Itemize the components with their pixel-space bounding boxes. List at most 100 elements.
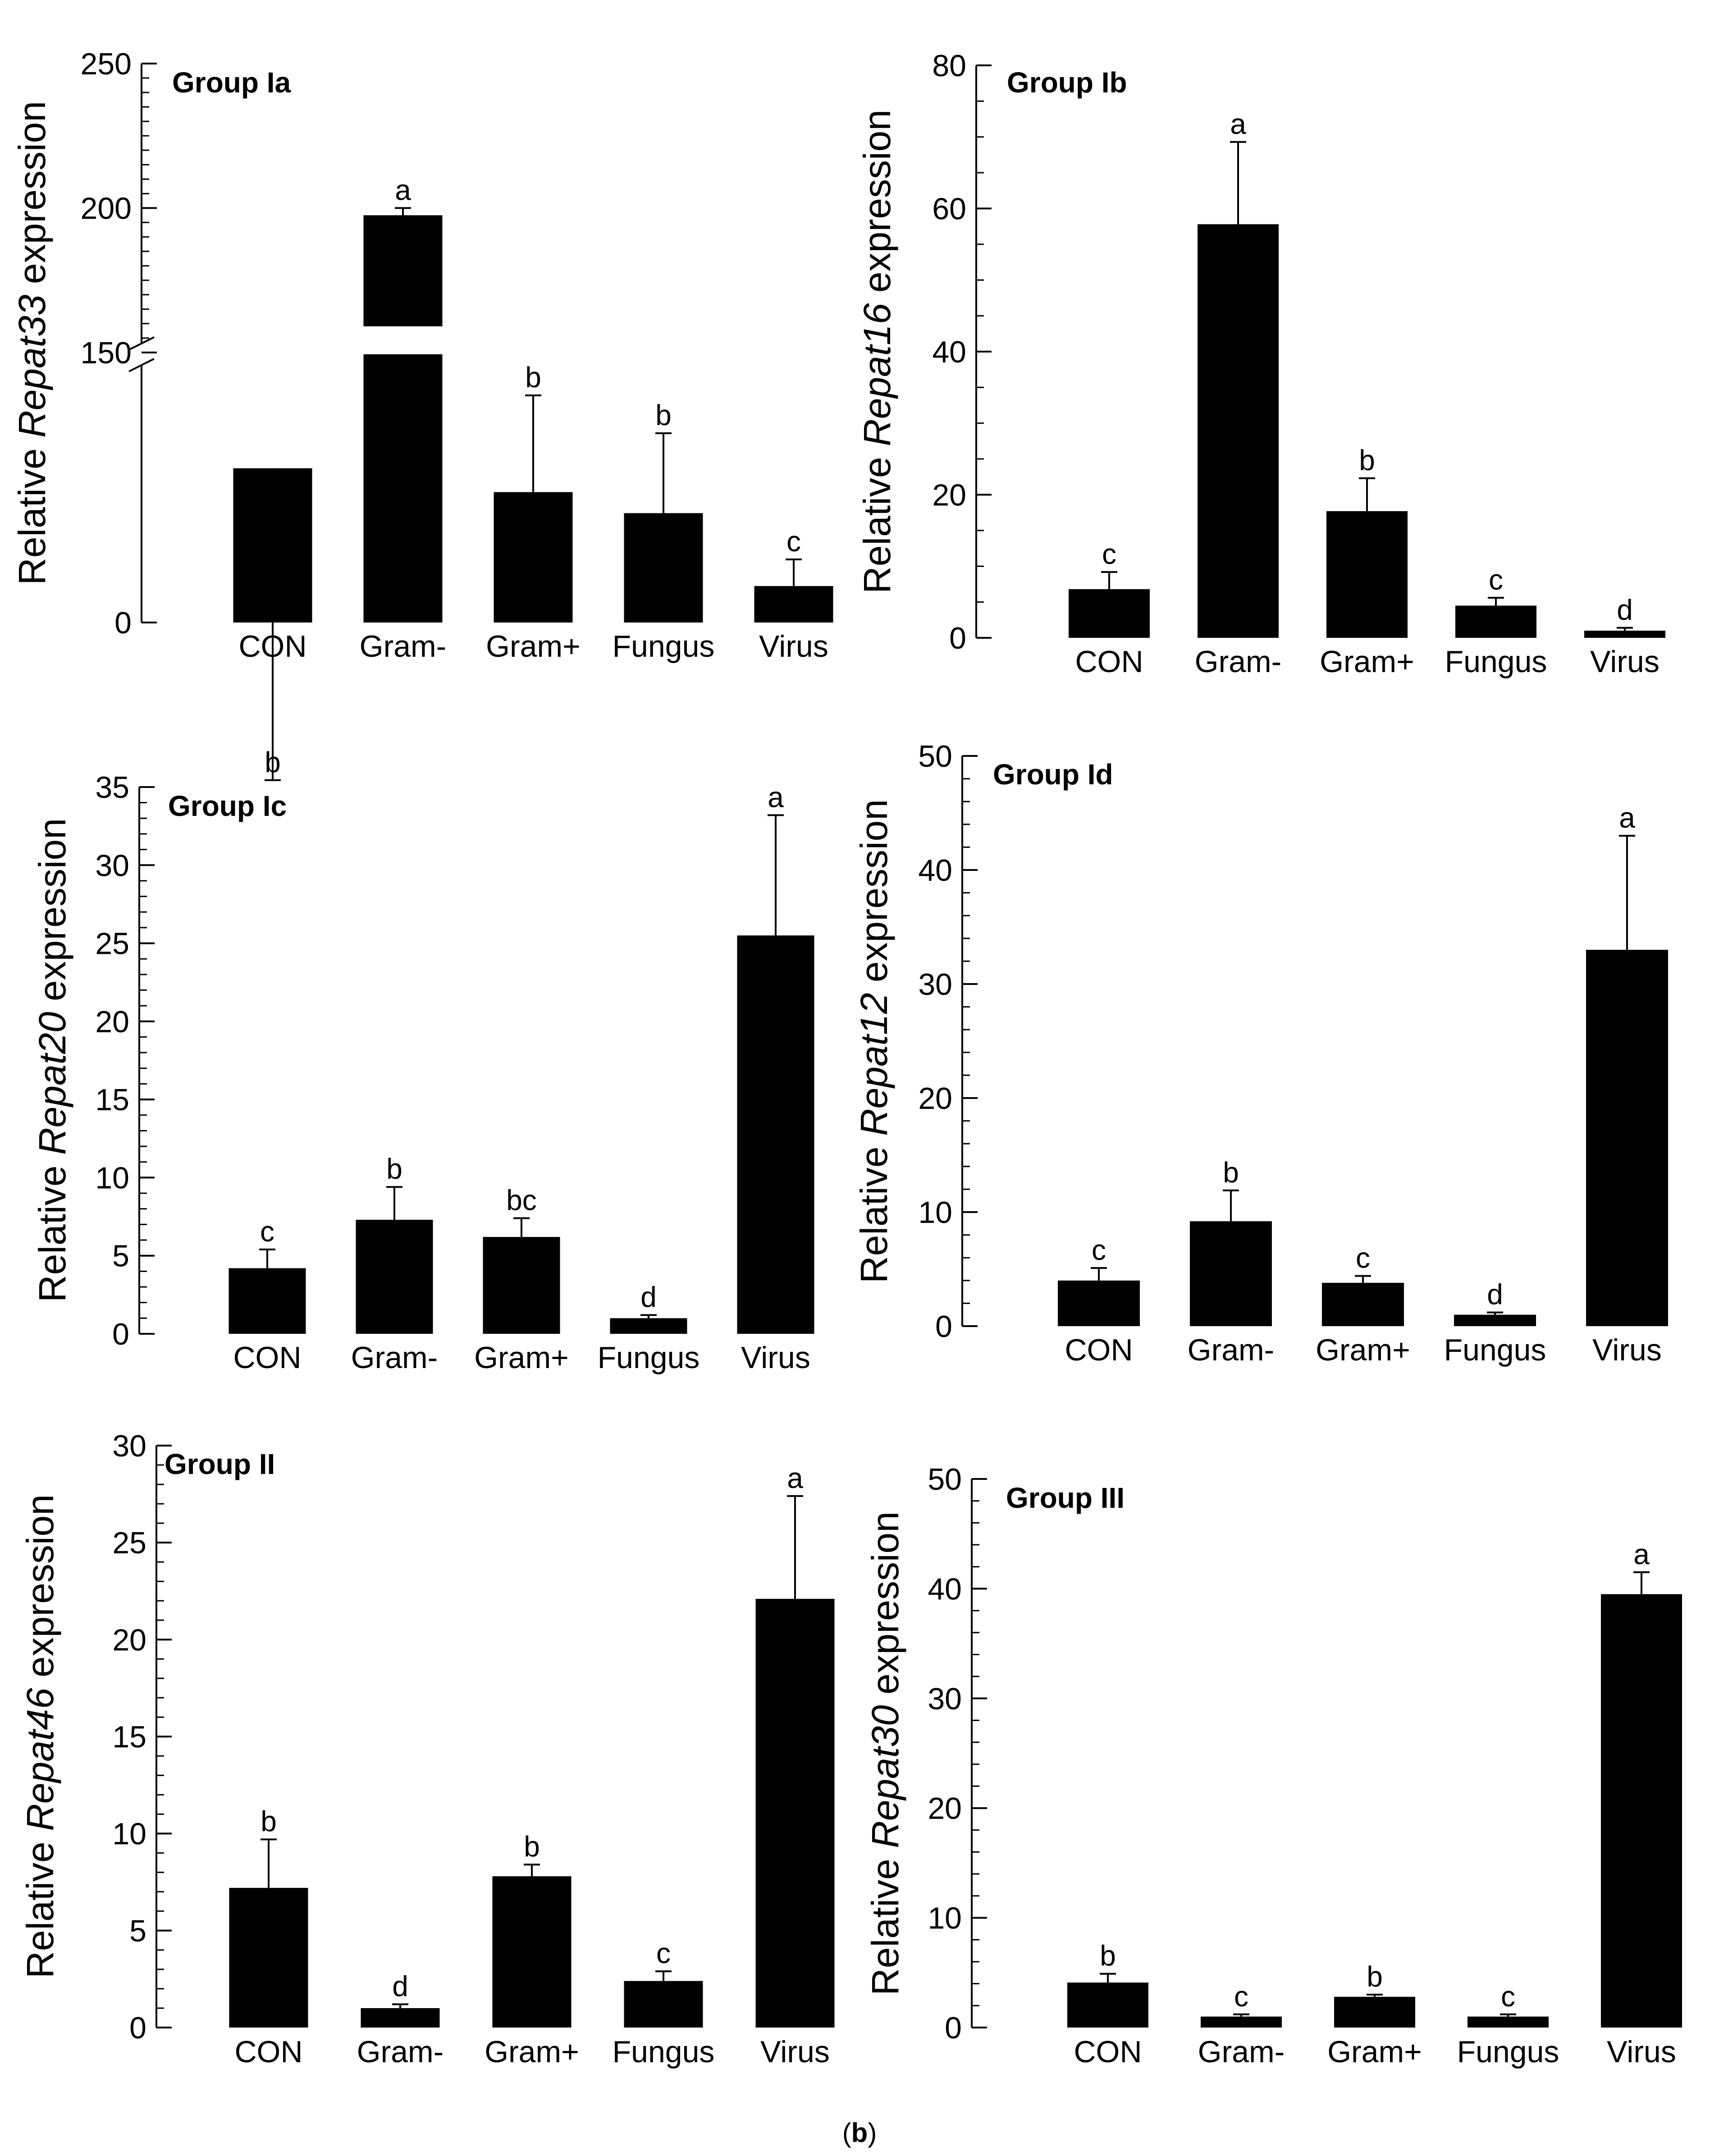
y-axis-label-prefix: Relative (19, 1831, 61, 1978)
y-axis-label-suffix: expression (11, 101, 53, 295)
x-category-label: Gram- (351, 1341, 438, 1375)
y-axis-label-gene: Repat20 (31, 1012, 73, 1155)
y-tick-label: 25 (95, 927, 129, 961)
y-tick-label: 0 (112, 1317, 129, 1351)
significance-letter: b (525, 361, 541, 394)
significance-letter: d (1487, 1278, 1503, 1311)
x-category-label: Virus (1607, 2035, 1676, 2069)
y-axis-label: Relative Repat20 expression (31, 818, 73, 1302)
chart-4: 0 10 20 30 40 50 c CON b Gram-c Gram+ d Fungus a Virus… (853, 739, 1668, 1367)
significance-letter: a (395, 174, 411, 206)
y-tick-label: 35 (95, 770, 129, 805)
significance-letter: d (392, 1970, 408, 2002)
significance-letter: b (655, 399, 672, 431)
y-axis-label-gene: Repat16 (856, 303, 898, 446)
chart-3: 0 5 10 15 20 25 30 35 c CON b Gram-bc Gram+ d Fungus a V… (31, 770, 814, 1375)
bar (1584, 631, 1665, 638)
y-tick-label: 0 (949, 621, 966, 655)
bar (494, 492, 573, 623)
x-category-label: Virus (1590, 645, 1660, 679)
bar-break-gap (361, 326, 444, 354)
significance-letter: c (1356, 1242, 1370, 1274)
significance-letter: a (1633, 1538, 1650, 1570)
y-axis-label-prefix: Relative (31, 1155, 73, 1302)
significance-letter: c (786, 525, 801, 558)
y-tick-label: 10 (928, 1901, 962, 1936)
panel-label-open: ( (842, 2118, 851, 2148)
y-axis-label-gene: Repat46 (19, 1688, 61, 1831)
x-category-label: Virus (741, 1341, 810, 1375)
y-axis-label-suffix: expression (856, 110, 898, 303)
charts-group: 0150200250bCONaGram-bGram+bFunguscVirusG… (11, 47, 1682, 2069)
y-axis-label: Relative Repat30 expression (864, 1511, 906, 1996)
y-tick-label: 10 (112, 1817, 146, 1851)
y-axis-label-suffix: expression (864, 1511, 906, 1705)
y-axis-label-gene: Repat30 (864, 1705, 906, 1848)
significance-letter: b (261, 1805, 277, 1838)
y-tick-label: 0 (945, 2011, 962, 2045)
y-axis-label: Relative Repat46 expression (19, 1494, 61, 1978)
bar (1454, 1314, 1536, 1326)
chart-2: 0 20 40 60 80 c CON a Gram-b Gram+ c Fungus d Virus Gr… (856, 49, 1665, 679)
bar (754, 586, 833, 623)
x-category-label: Gram+ (486, 629, 581, 664)
bar (1067, 1982, 1148, 2028)
x-category-label: Fungus (598, 1341, 700, 1375)
y-tick-label: 50 (918, 739, 952, 774)
x-category-label: Virus (1592, 1333, 1662, 1367)
y-axis-label-prefix: Relative (864, 1848, 906, 1996)
significance-letter: c (1234, 1980, 1248, 2013)
x-category-label: Fungus (1444, 1333, 1546, 1367)
y-tick-label: 30 (928, 1682, 962, 1716)
bar (229, 1888, 308, 2028)
bar (1455, 605, 1536, 638)
y-tick-label: 20 (112, 1623, 146, 1657)
bar (356, 1220, 433, 1334)
x-category-label: Virus (759, 629, 828, 664)
significance-letter: c (260, 1215, 274, 1248)
bar (363, 215, 443, 623)
x-category-label: CON (234, 2035, 302, 2069)
y-axis-label-suffix: expression (31, 818, 73, 1012)
significance-letter: c (1092, 1234, 1106, 1266)
y-axis-label-gene: Repat33 (11, 295, 53, 438)
panel-label-close: ) (868, 2118, 877, 2148)
x-category-label: Fungus (613, 629, 715, 664)
chart-title: Group Ic (168, 790, 287, 822)
x-category-label: Gram+ (1327, 2035, 1422, 2069)
chart-5: 0 5 10 15 20 25 30 b CON d Gram-b Gram+ c Fungus a Viru… (19, 1429, 835, 2069)
chart-title: Group Id (993, 758, 1113, 791)
significance-letter: b (265, 746, 281, 778)
bar (1601, 1594, 1682, 2028)
y-axis-label: Relative Repat16 expression (856, 110, 898, 594)
x-category-label: Gram+ (1320, 645, 1414, 679)
y-axis-label-prefix: Relative (11, 438, 53, 585)
x-category-label: Gram+ (474, 1341, 569, 1375)
x-category-label: CON (1065, 1333, 1133, 1367)
bar (1322, 1282, 1404, 1326)
bar (1190, 1221, 1272, 1326)
bar (624, 1981, 703, 2028)
chart-1: 0 150 200 250 b CON a Gram-b Gram+ b Fungus c Virus G… (11, 47, 833, 781)
axis-break-mark (128, 358, 155, 372)
significance-letter: c (1102, 538, 1116, 570)
y-axis-label-suffix: expression (19, 1494, 61, 1688)
x-category-label: Gram- (1188, 1333, 1275, 1367)
bar (361, 2008, 440, 2028)
significance-letter: b (1359, 444, 1375, 476)
y-axis-label-prefix: Relative (853, 1136, 895, 1283)
x-category-label: Gram+ (485, 2035, 579, 2069)
bar (755, 1598, 835, 2028)
significance-letter: d (1617, 594, 1633, 626)
significance-letter: c (1501, 1980, 1515, 2013)
x-category-label: Gram- (1195, 645, 1282, 679)
x-category-label: CON (1074, 2035, 1142, 2069)
chart-title: Group Ib (1007, 66, 1127, 99)
bar (1326, 511, 1408, 638)
y-tick-label: 40 (918, 853, 952, 888)
y-tick-label: 15 (95, 1083, 129, 1117)
y-tick-label: 80 (932, 49, 966, 83)
bar (1468, 2016, 1549, 2028)
bar (610, 1318, 687, 1334)
significance-letter: a (787, 1462, 803, 1494)
